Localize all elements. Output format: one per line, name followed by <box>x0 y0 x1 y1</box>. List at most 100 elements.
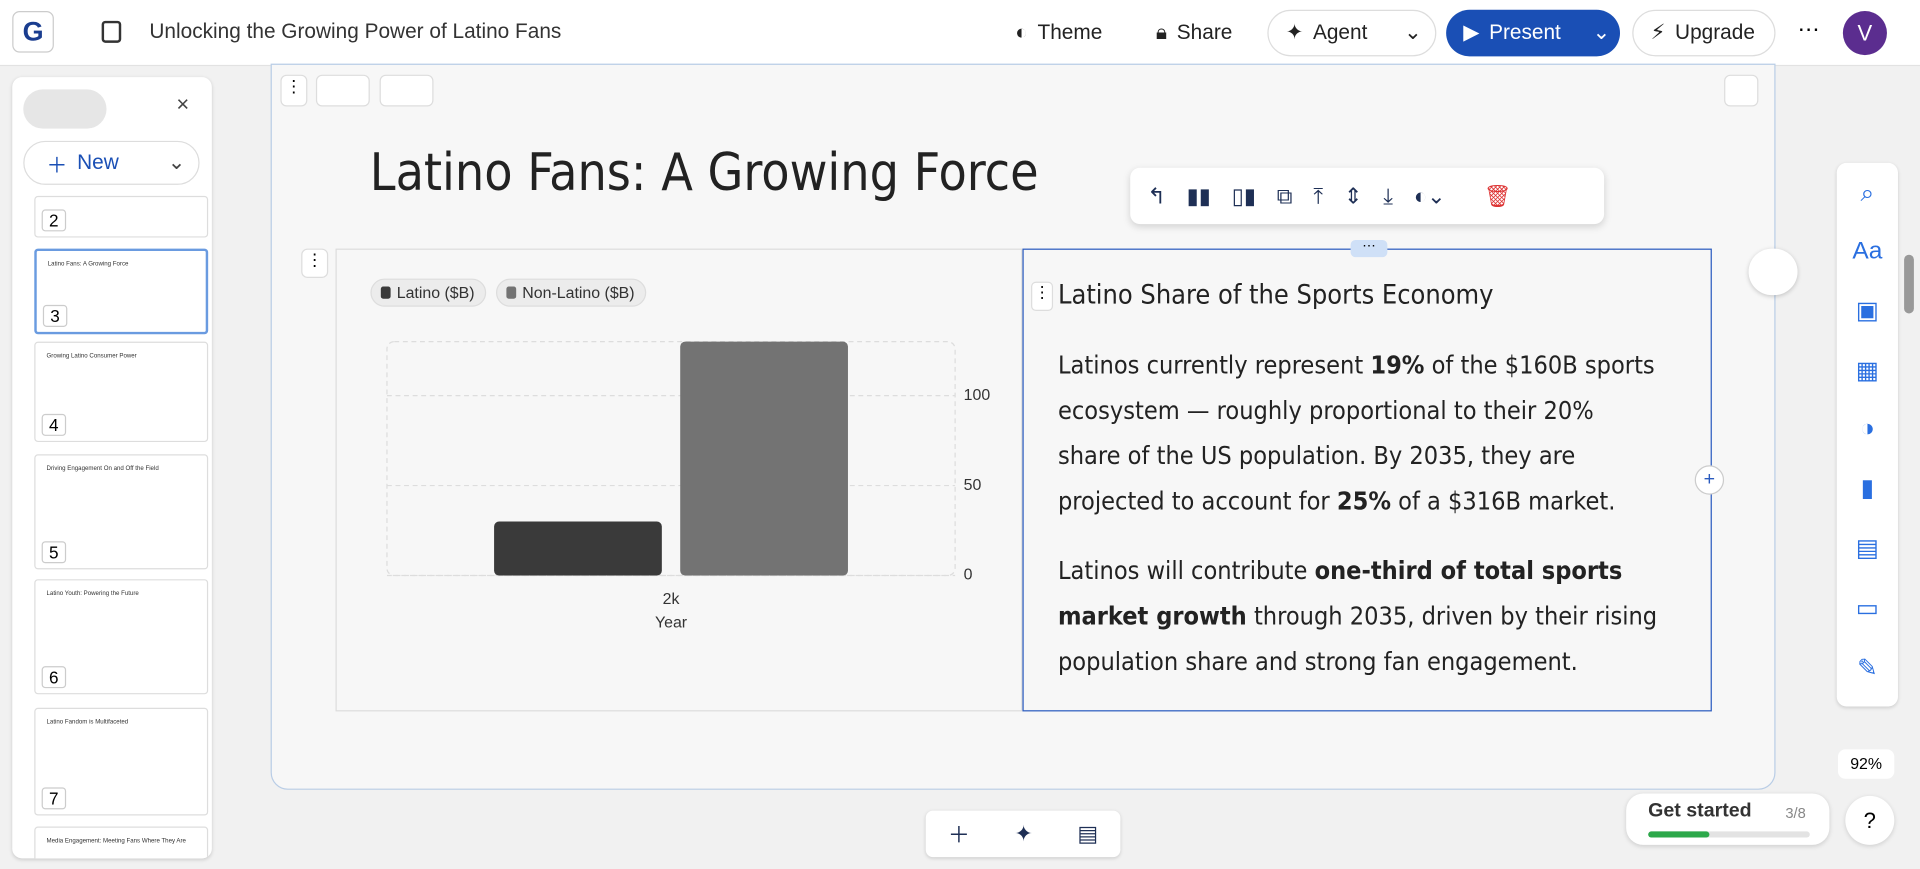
thumb-title: Latino Fans: A Growing Force <box>47 260 129 269</box>
y-tick-label: 100 <box>964 387 991 404</box>
slide-menu[interactable]: ⋮ <box>280 74 308 107</box>
text-run: through 2035, driven by their rising pop… <box>1057 601 1658 676</box>
present-button[interactable]: ▶ Present ⌄ <box>1446 9 1621 57</box>
y-tick-label: 0 <box>964 567 973 584</box>
scrollbar <box>1902 71 1916 855</box>
close-button[interactable]: × <box>176 91 190 117</box>
icon[interactable]: ＋ <box>947 822 970 848</box>
icon[interactable]: Aa <box>1852 237 1883 265</box>
chart: 0 50 100 Latino ($B) Non-Latino ($B) 2k Year <box>370 278 991 631</box>
slide-thumbnail[interactable]: Media Engagement: Meeting Fans Where The… <box>34 826 209 859</box>
icon[interactable]: ⤓ <box>1383 183 1394 208</box>
icon[interactable]: ▯▮ <box>1231 183 1256 208</box>
thumb-number: 2 <box>41 209 66 232</box>
paragraph: Latinos currently represent 19% of the $… <box>1058 343 1660 524</box>
comment-button[interactable] <box>1748 248 1798 296</box>
thumb-title: Latino Youth: Powering the Future <box>46 590 139 598</box>
notes-button[interactable] <box>1724 74 1759 107</box>
label: Agent <box>1312 20 1368 45</box>
label: Get started <box>1648 800 1752 822</box>
icon[interactable]: ▭ <box>1855 595 1879 623</box>
icon[interactable]: ⤒ <box>1313 183 1324 208</box>
agent-button[interactable]: ✦ Agent ⌄ <box>1267 9 1437 57</box>
slide-thumbnail[interactable]: Growing Latino Consumer Power 4 <box>34 341 209 443</box>
x-tick-label: 2k <box>663 591 680 608</box>
icon[interactable]: ⧉ <box>1276 183 1293 208</box>
icon[interactable]: ↰ <box>1147 183 1166 208</box>
progress-label: 3/8 <box>1785 804 1806 822</box>
paragraph: Latinos will contribute one-third of tot… <box>1058 549 1660 685</box>
slide-thumbnail[interactable]: Latino Youth: Powering the Future 6 <box>34 579 209 695</box>
panel-body[interactable]: Latinos currently represent 19% of the $… <box>1058 343 1660 709</box>
thumb-number: 3 <box>42 304 68 327</box>
avatar[interactable]: V <box>1842 11 1887 56</box>
style-menu[interactable] <box>315 74 370 107</box>
y-tick-label: 50 <box>964 477 982 494</box>
slide-thumbnail[interactable]: Latino Fandom is Multifaceted 7 <box>34 707 209 816</box>
legend-swatch <box>506 286 517 299</box>
thumb-number: 7 <box>41 787 66 810</box>
sidebar: × ＋ New ⌄ 2 Latino Fans: A Growing Force 3 G… <box>12 77 212 859</box>
icon[interactable]: ▤ <box>1077 821 1099 846</box>
bar <box>680 341 848 576</box>
thumb-number: 4 <box>41 413 66 436</box>
slide-title[interactable]: Latino Fans: A Growing Force <box>369 142 1039 203</box>
icon[interactable]: ▮ <box>1860 475 1875 503</box>
legend-swatch <box>380 286 391 299</box>
more-button[interactable]: ⋯ <box>1797 17 1820 42</box>
add-right[interactable]: + <box>1694 465 1725 495</box>
ai-menu[interactable] <box>379 74 434 107</box>
thumb-title: Media Engagement: Meeting Fans Where The… <box>46 837 186 845</box>
icon[interactable]: ◐⌄ <box>1413 183 1446 208</box>
legend-chip <box>495 278 647 307</box>
text-run: Latinos will contribute <box>1057 555 1315 586</box>
bold-run: 25% <box>1336 486 1391 516</box>
view-toggle[interactable] <box>23 89 107 129</box>
icon[interactable]: ▣ <box>1855 297 1879 325</box>
text-menu[interactable]: ⋮ <box>1031 281 1054 312</box>
drag-handle[interactable]: ⋯ <box>1350 239 1388 258</box>
icon[interactable]: ⇕ <box>1343 183 1363 208</box>
thumb-title: Growing Latino Consumer Power <box>46 352 137 361</box>
legend-chip <box>370 278 487 307</box>
help[interactable]: ? <box>1845 795 1895 845</box>
legend-label: Non-Latino ($B) <box>522 285 634 302</box>
bottom-toolbar: ＋ ✦ ▤ <box>925 810 1121 858</box>
icon[interactable]: ◑ <box>1859 415 1875 443</box>
logo[interactable]: G <box>12 11 54 53</box>
icon[interactable]: ▮▮ <box>1186 183 1211 208</box>
chart-panel <box>335 248 1023 712</box>
legend-label: Latino ($B) <box>397 285 475 302</box>
thumb-title: Driving Engagement On and Off the Field <box>46 465 159 473</box>
icon[interactable]: ✦ <box>1014 821 1033 846</box>
block-toolbar: ↰ ▮▮ ▯▮ ⧉ ⤒ ⇕ ⤓ ◐⌄ 🗑︎ <box>1130 167 1605 225</box>
thumb-title: Latino Fandom is Multifaceted <box>46 718 129 727</box>
bold-run: one-third of total sports market growth <box>1057 555 1623 631</box>
icon[interactable]: ▦ <box>1855 357 1879 385</box>
text-run: of the $160B sports ecosystem — roughly … <box>1057 350 1655 516</box>
label: Upgrade <box>1675 20 1755 45</box>
x-axis-label: Year <box>655 614 688 631</box>
slide-thumbnail[interactable]: 2 <box>34 195 209 238</box>
icon[interactable]: ✎ <box>1857 655 1878 683</box>
doc-title[interactable]: Unlocking the Growing Power of Latino Fa… <box>149 19 562 43</box>
delete-icon[interactable]: 🗑︎ <box>1483 183 1512 208</box>
get-started[interactable]: Get started 3/8 <box>1626 793 1830 845</box>
icon[interactable]: ⌕ <box>1860 180 1875 207</box>
zoom[interactable]: 92% <box>1837 749 1895 779</box>
upgrade-button[interactable]: ⚡︎ Upgrade <box>1632 9 1776 57</box>
insert-rail: ⌕ Aa ▣ ▦ ◑ ▮ ▤ ▭ ✎ <box>1836 162 1898 707</box>
label: Share <box>1176 20 1233 45</box>
theme-button[interactable]: ◐ Theme <box>1015 20 1103 45</box>
block-menu[interactable]: ⋮ <box>301 248 329 278</box>
plot-frame <box>386 341 956 577</box>
label: Theme <box>1037 20 1103 45</box>
new-button[interactable]: ＋ New ⌄ <box>23 140 200 185</box>
icon[interactable]: ▤ <box>1855 535 1879 563</box>
label: New <box>77 150 119 174</box>
slide-thumbnail[interactable]: Driving Engagement On and Off the Field 5 <box>34 454 209 570</box>
panel-heading[interactable]: Latino Share of the Sports Economy <box>1057 280 1494 312</box>
slide-thumbnail[interactable]: Latino Fans: A Growing Force 3 <box>34 248 209 335</box>
share-button[interactable]: 🔒︎ Share <box>1155 20 1233 45</box>
